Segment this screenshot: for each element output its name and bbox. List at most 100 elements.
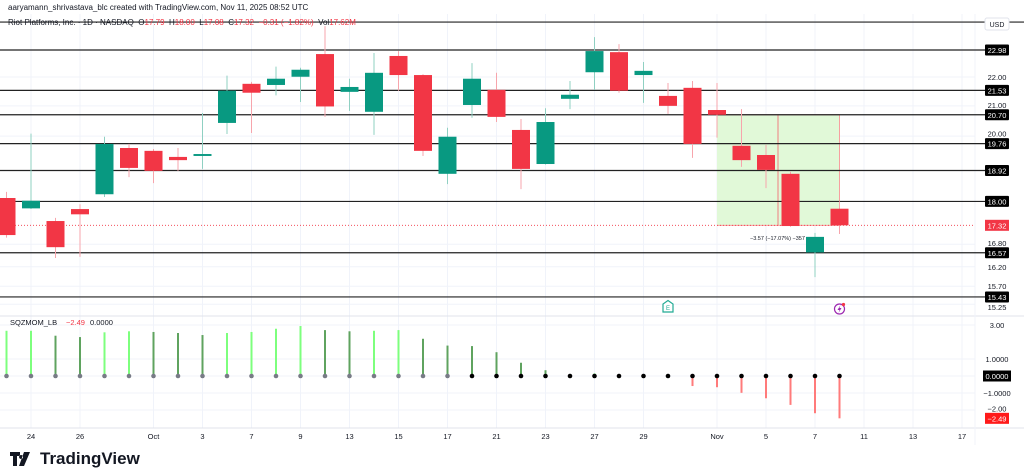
level-price-label: 16.57 — [988, 249, 1007, 258]
candle-body — [316, 54, 334, 107]
price-axis[interactable]: USD17.320.0000−2.4922.0021.0020.0016.801… — [983, 17, 1011, 424]
currency-label: USD — [990, 22, 1005, 29]
date-tick-label: 17 — [443, 432, 451, 441]
date-tick-label: 17 — [958, 432, 966, 441]
squeeze-dot — [4, 373, 9, 379]
notification-dot-icon — [841, 302, 846, 307]
candle — [683, 80, 702, 158]
squeeze-dot — [175, 373, 181, 379]
candle — [487, 72, 506, 123]
date-tick-label: 13 — [345, 432, 353, 441]
candle — [389, 51, 408, 91]
measure-label: −3.57 (−17.07%) −357 — [750, 236, 805, 242]
indicator-value: −2.49 — [66, 318, 85, 327]
candle-body — [757, 154, 775, 170]
squeeze-dot — [714, 373, 720, 379]
symbol-legend: Riot Platforms, Inc. · 1D · NASDAQ O17.7… — [8, 18, 356, 27]
level-price-label: 19.76 — [988, 140, 1007, 149]
event-markers[interactable]: E — [662, 299, 846, 315]
close-label: C — [228, 18, 234, 27]
date-tick-label: 24 — [27, 432, 35, 441]
squeeze-dot — [396, 373, 401, 379]
candle — [512, 118, 530, 190]
candle — [830, 201, 849, 234]
squeeze-dot — [445, 373, 450, 379]
date-tick-label: 15 — [394, 432, 402, 441]
squeeze-dot — [77, 373, 83, 379]
level-price-badge — [985, 165, 1009, 177]
candle — [120, 143, 138, 178]
symbol-title[interactable]: Riot Platforms, Inc. · 1D · NASDAQ — [8, 18, 134, 27]
candle-body — [193, 154, 212, 156]
candle — [46, 217, 65, 259]
momentum-last-badge — [985, 412, 1009, 424]
level-price-label: 21.53 — [988, 86, 1007, 95]
candle-body — [365, 72, 383, 112]
earnings-icon[interactable] — [662, 299, 674, 313]
change-value: −0.31 (−1.82%) — [258, 18, 314, 27]
candle-body — [561, 94, 579, 99]
candle — [144, 148, 163, 184]
squeeze-momentum-pane — [4, 326, 842, 419]
candle-body — [95, 143, 114, 195]
date-tick-label: 3 — [200, 432, 204, 441]
candle-body — [242, 83, 261, 93]
level-price-label: 15.43 — [988, 293, 1007, 302]
indicator-name: SQZMOM_LB — [10, 318, 57, 327]
candle-body — [389, 55, 408, 76]
candle — [71, 204, 89, 257]
squeeze-dot — [273, 373, 279, 379]
level-price-badge — [985, 109, 1009, 121]
candle — [659, 82, 677, 114]
squeeze-dot — [469, 373, 475, 379]
price-tick-label: 22.00 — [988, 73, 1007, 82]
level-price-badge — [985, 138, 1009, 150]
price-tick-label: 21.00 — [988, 101, 1007, 110]
squeeze-dot — [28, 373, 34, 379]
level-price-badge — [985, 195, 1009, 207]
candle — [757, 144, 775, 189]
candle — [561, 80, 579, 110]
time-axis[interactable]: 24 26 Oct 3 7 9 13 15 17 21 23 27 29 Nov 5 7 11 13 17 — [27, 432, 966, 441]
candle-body — [267, 78, 285, 85]
volume-value: 17.62M — [329, 18, 356, 27]
squeeze-dot — [420, 373, 426, 379]
candle — [634, 61, 653, 103]
date-tick-label: 13 — [909, 432, 917, 441]
low-value: 17.08 — [203, 18, 224, 27]
lightning-bolt-icon — [837, 305, 842, 313]
candle-body — [732, 145, 751, 161]
squeeze-dot — [690, 373, 695, 379]
candle — [340, 78, 359, 111]
squeeze-dot — [151, 373, 156, 379]
candle — [267, 66, 285, 96]
close-value: 17.32 — [233, 18, 254, 27]
candle — [806, 232, 824, 278]
tradingview-logo[interactable]: TradingView — [10, 449, 140, 469]
candle-body — [291, 69, 310, 77]
zero-label: 0.0000 — [986, 372, 1009, 381]
candle-body — [22, 200, 40, 209]
horizontal-levels[interactable]: 22.98 21.53 20.70 19.76 18.92 18.00 16.57 15.43 — [0, 21, 1024, 303]
candle — [0, 191, 16, 238]
squeeze-dot — [837, 373, 842, 379]
price-tick-label: 15.70 — [988, 282, 1007, 291]
currency-button[interactable] — [984, 17, 1010, 31]
squeeze-dot — [298, 373, 303, 379]
date-tick-label: 5 — [764, 432, 768, 441]
last-price-label: 17.32 — [988, 221, 1007, 230]
momentum-tick-label: 1.0000 — [986, 355, 1009, 364]
level-price-label: 18.92 — [988, 167, 1007, 176]
candle — [732, 109, 751, 167]
candle-body — [120, 148, 138, 168]
candle-body — [806, 236, 824, 253]
date-tick-label: 29 — [639, 432, 647, 441]
momentum-tick-label: −1.0000 — [983, 389, 1010, 398]
price-range-measure[interactable]: −3.57 (−17.07%) −357 — [717, 114, 840, 242]
momentum-tick-label: 3.00 — [990, 321, 1005, 330]
momentum-tick-label: −2.00 — [988, 404, 1007, 413]
candle-body — [0, 198, 16, 236]
date-tick-label: 11 — [860, 432, 868, 441]
date-tick-label: 26 — [76, 432, 84, 441]
